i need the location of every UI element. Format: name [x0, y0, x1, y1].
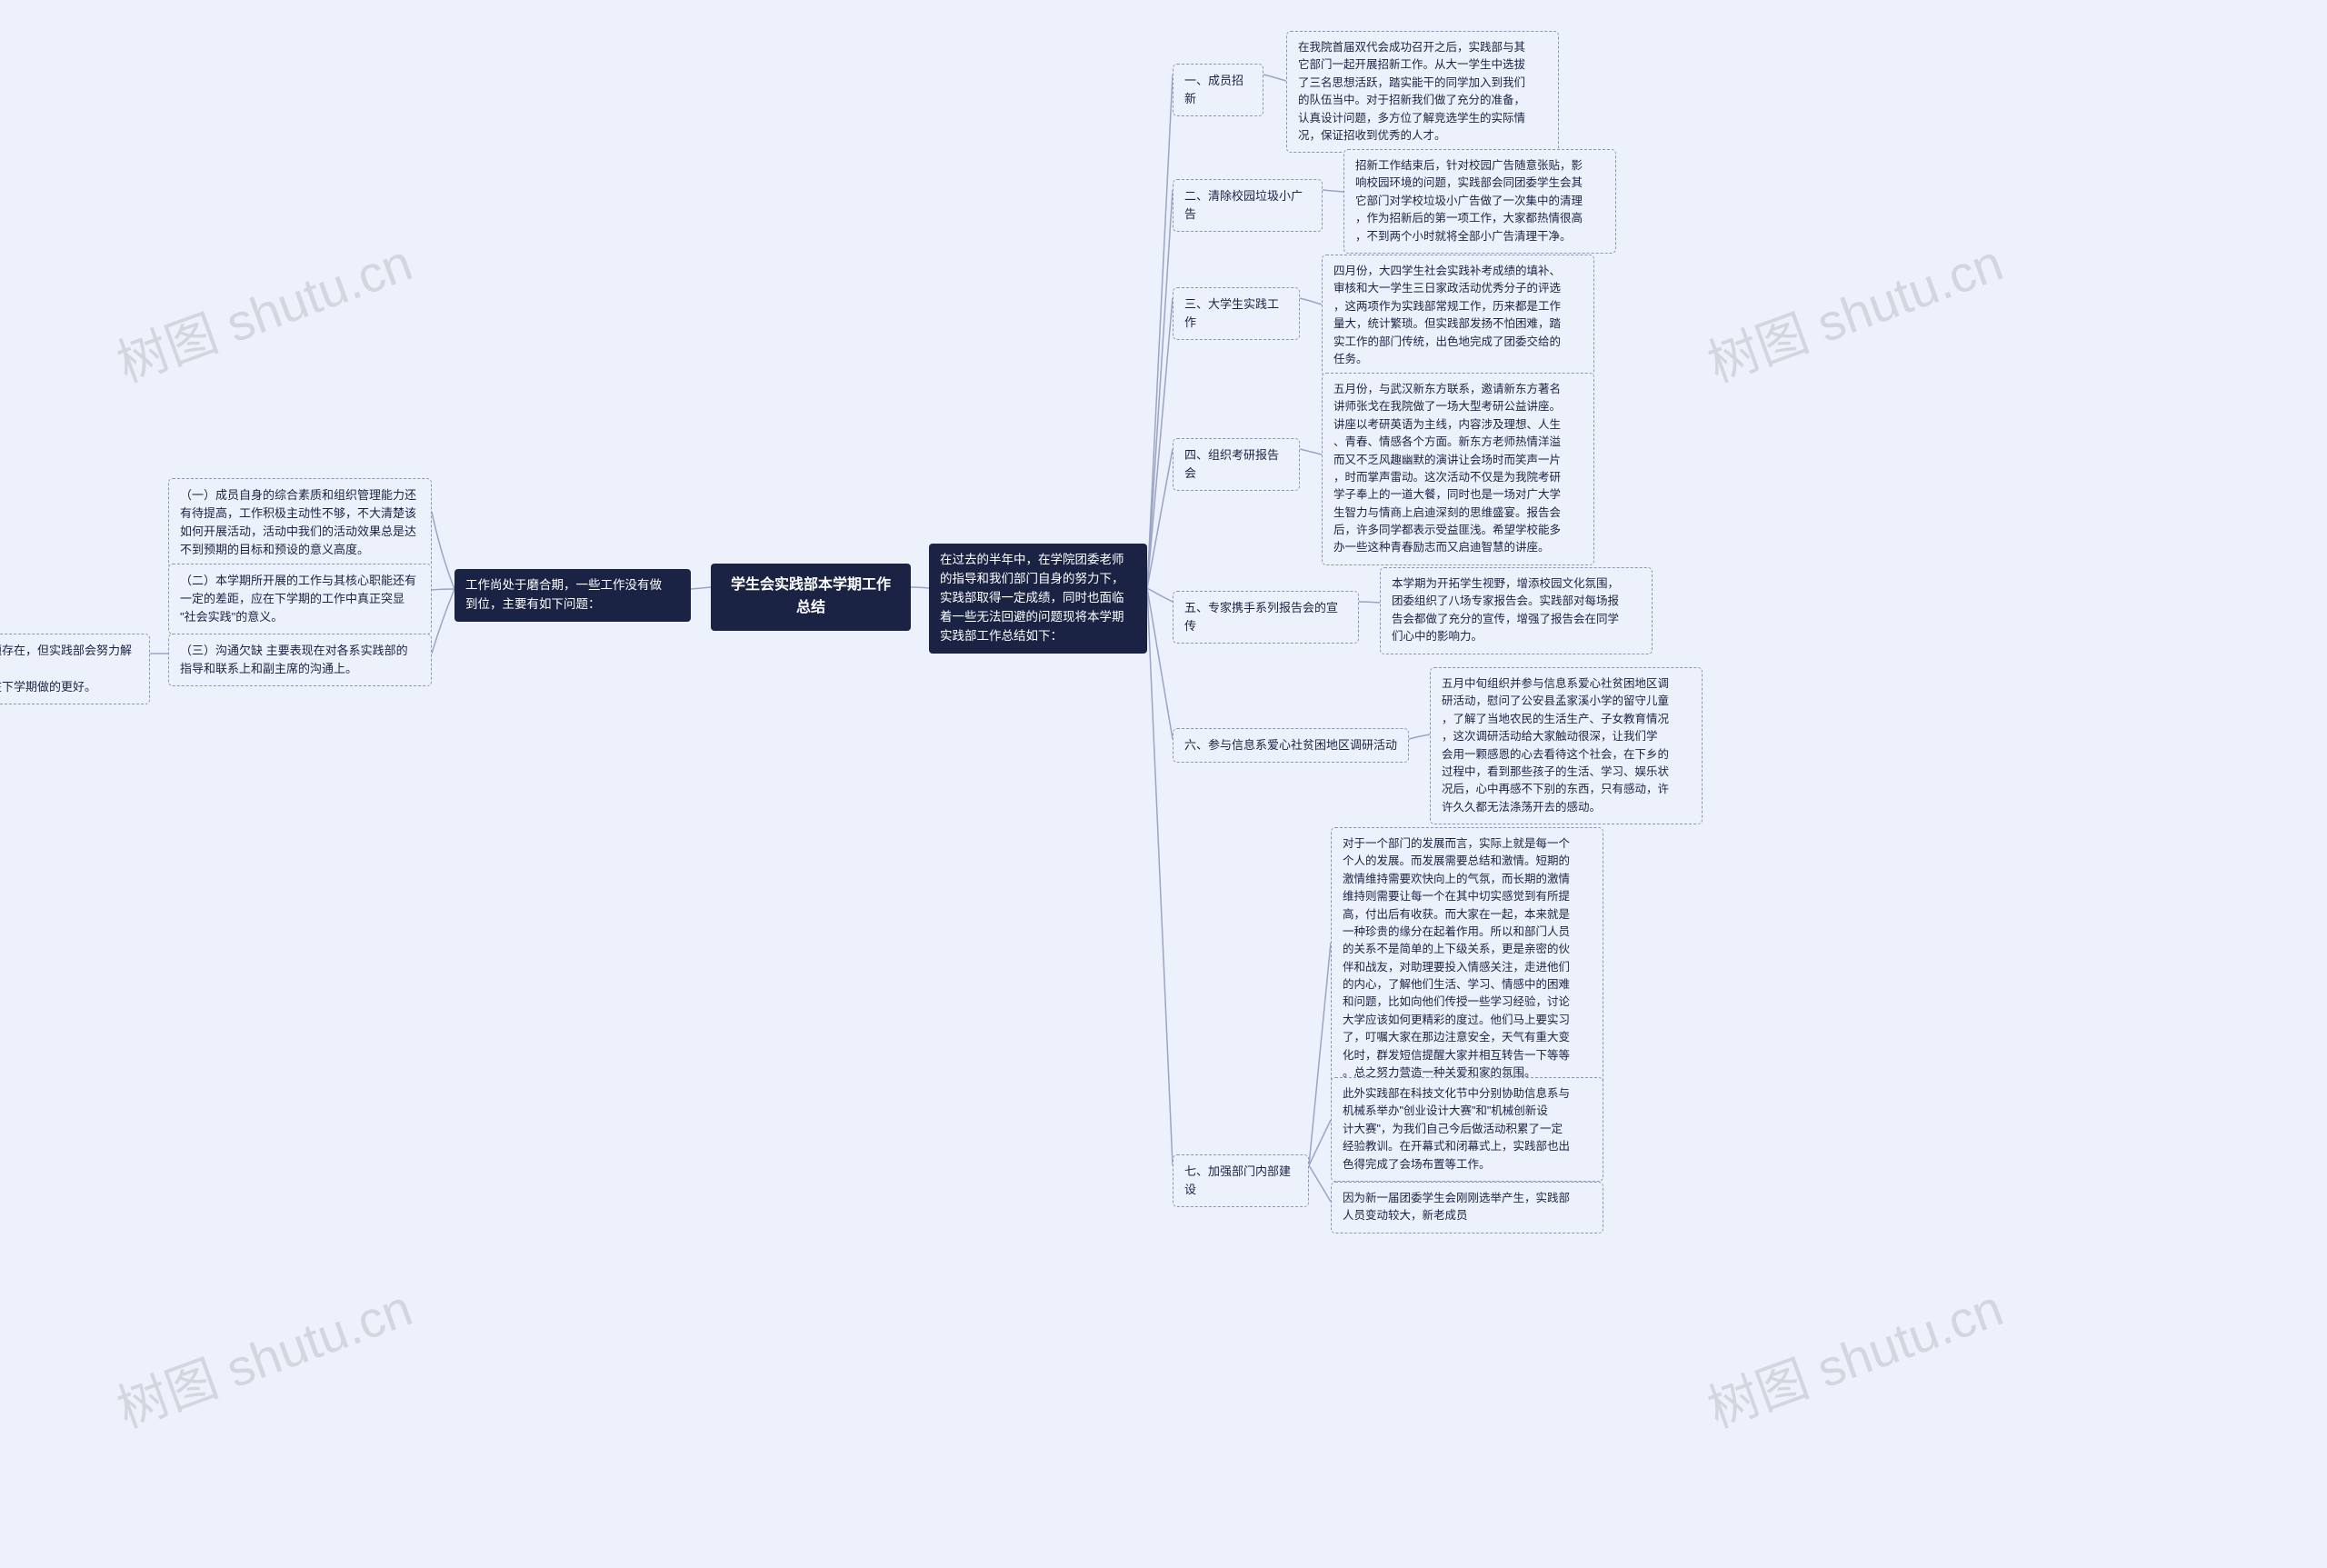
- right-item-7-label[interactable]: 七、加强部门内部建设: [1173, 1154, 1309, 1207]
- watermark: 树图 shutu.cn: [105, 1267, 421, 1442]
- root-node[interactable]: 学生会实践部本学期工作总结: [711, 564, 911, 631]
- right-item-3-label[interactable]: 三、大学生实践工作: [1173, 287, 1300, 340]
- right-item-1-body[interactable]: 在我院首届双代会成功召开之后，实践部与其它部门一起开展招新工作。从大一学生中选拔…: [1286, 31, 1559, 153]
- right-item-2-label[interactable]: 二、清除校园垃圾小广告: [1173, 179, 1323, 232]
- left-item-3-child[interactable]: 尽管还有诸多问题存在，但实践部会努力解决努力创新，争取在下学期做的更好。: [0, 634, 150, 704]
- watermark: 树图 shutu.cn: [1696, 1267, 2012, 1442]
- left-branch-summary[interactable]: 工作尚处于磨合期，一些工作没有做到位，主要有如下问题：: [454, 569, 691, 622]
- right-item-6-body[interactable]: 五月中旬组织并参与信息系爱心社贫困地区调研活动，慰问了公安县孟家溪小学的留守儿童…: [1430, 667, 1703, 824]
- right-branch-summary[interactable]: 在过去的半年中，在学院团委老师的指导和我们部门自身的努力下，实践部取得一定成绩，…: [929, 544, 1147, 654]
- watermark: 树图 shutu.cn: [105, 222, 421, 396]
- right-item-4-label[interactable]: 四、组织考研报告会: [1173, 438, 1300, 491]
- left-item-1[interactable]: （一）成员自身的综合素质和组织管理能力还有待提高，工作积极主动性不够，不大清楚该…: [168, 478, 432, 568]
- right-item-4-body[interactable]: 五月份，与武汉新东方联系，邀请新东方著名讲师张戈在我院做了一场大型考研公益讲座。…: [1322, 373, 1594, 565]
- right-item-7-body-b[interactable]: 此外实践部在科技文化节中分别协助信息系与机械系举办"创业设计大赛"和"机械创新设…: [1331, 1077, 1603, 1182]
- right-item-5-body[interactable]: 本学期为开拓学生视野，增添校园文化氛围，团委组织了八场专家报告会。实践部对每场报…: [1380, 567, 1653, 654]
- watermark: 树图 shutu.cn: [1696, 222, 2012, 396]
- right-item-6-label[interactable]: 六、参与信息系爱心社贫困地区调研活动: [1173, 728, 1409, 763]
- right-item-1-label[interactable]: 一、成员招新: [1173, 64, 1263, 116]
- right-item-7-body-c[interactable]: 因为新一届团委学生会刚刚选举产生，实践部人员变动较大，新老成员: [1331, 1182, 1603, 1233]
- left-item-2[interactable]: （二）本学期所开展的工作与其核心职能还有一定的差距，应在下学期的工作中真正突显"…: [168, 564, 432, 634]
- left-item-3[interactable]: （三）沟通欠缺 主要表现在对各系实践部的指导和联系上和副主席的沟通上。: [168, 634, 432, 686]
- right-item-5-label[interactable]: 五、专家携手系列报告会的宣传: [1173, 591, 1359, 644]
- right-item-2-body[interactable]: 招新工作结束后，针对校园广告随意张贴，影响校园环境的问题，实践部会同团委学生会其…: [1343, 149, 1616, 254]
- right-item-3-body[interactable]: 四月份，大四学生社会实践补考成绩的填补、审核和大一学生三日家政活动优秀分子的评选…: [1322, 255, 1594, 376]
- right-item-7-body-a[interactable]: 对于一个部门的发展而言，实际上就是每一个个人的发展。而发展需要总结和激情。短期的…: [1331, 827, 1603, 1090]
- connector-layer: [0, 0, 2327, 1568]
